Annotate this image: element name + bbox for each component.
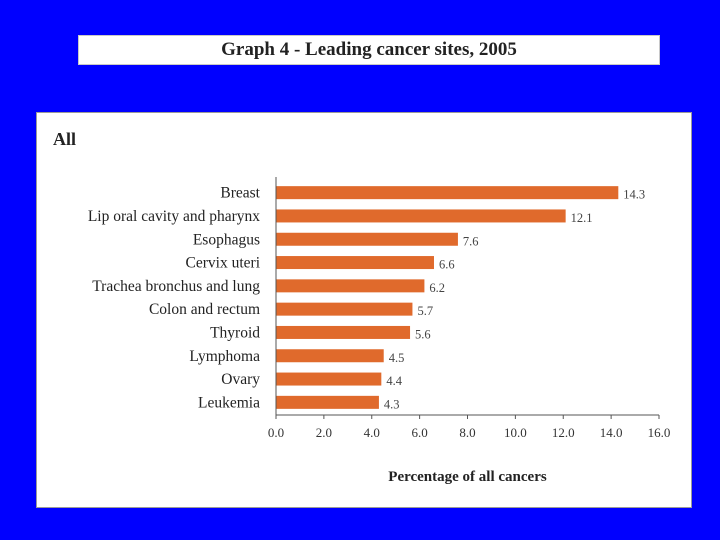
bar	[276, 372, 382, 386]
value-label: 6.2	[429, 281, 445, 295]
value-label: 4.5	[389, 351, 405, 365]
chart-subtitle: All	[53, 129, 76, 149]
x-tick-label: 0.0	[268, 425, 284, 440]
value-label: 4.4	[386, 374, 402, 388]
slide-title: Graph 4 - Leading cancer sites, 2005	[221, 39, 517, 60]
x-tick-label: 2.0	[316, 425, 332, 440]
bars-group: Breast 14.3 Lip oral cavity and pharynx 12.…	[88, 185, 645, 412]
value-label: 7.6	[463, 234, 479, 248]
bar	[276, 279, 425, 293]
bar	[276, 349, 384, 363]
category-label: Leukemia	[198, 394, 260, 411]
x-tick-label: 8.0	[459, 425, 475, 440]
x-tick-label: 10.0	[504, 425, 527, 440]
x-tick-label: 4.0	[364, 425, 380, 440]
category-label: Cervix uteri	[186, 255, 261, 272]
x-axis: 0.0 2.0 4.0 6.0 8.0 10.0 12.0 14.0 16.0	[268, 177, 671, 440]
category-label: Trachea bronchus and lung	[92, 278, 260, 295]
bar	[276, 256, 434, 270]
value-label: 4.3	[384, 397, 400, 411]
slide-title-box: Graph 4 - Leading cancer sites, 2005	[78, 35, 660, 65]
chart-panel: All Breast 14.3 Lip oral cavity and pharyn…	[36, 112, 692, 508]
category-label: Lip oral cavity and pharynx	[88, 208, 260, 225]
category-label: Thyroid	[210, 324, 260, 341]
category-label: Colon and rectum	[149, 301, 260, 318]
x-tick-label: 6.0	[412, 425, 428, 440]
value-label: 5.6	[415, 327, 431, 341]
value-label: 12.1	[571, 211, 593, 225]
x-tick-label: 14.0	[600, 425, 623, 440]
bar	[276, 395, 379, 409]
category-label: Lymphoma	[189, 348, 260, 365]
bar	[276, 302, 413, 316]
x-tick-label: 12.0	[552, 425, 575, 440]
bar-chart: All Breast 14.3 Lip oral cavity and pharyn…	[53, 129, 671, 485]
value-label: 5.7	[417, 304, 433, 318]
bar	[276, 186, 619, 200]
bar	[276, 232, 458, 246]
value-label: 6.6	[439, 258, 455, 272]
x-tick-label: 16.0	[648, 425, 671, 440]
category-label: Ovary	[221, 371, 260, 388]
value-label: 14.3	[623, 188, 645, 202]
bar	[276, 209, 566, 223]
bar	[276, 325, 411, 339]
x-axis-label: Percentage of all cancers	[388, 469, 547, 485]
category-label: Esophagus	[193, 231, 260, 248]
category-label: Breast	[220, 185, 260, 202]
